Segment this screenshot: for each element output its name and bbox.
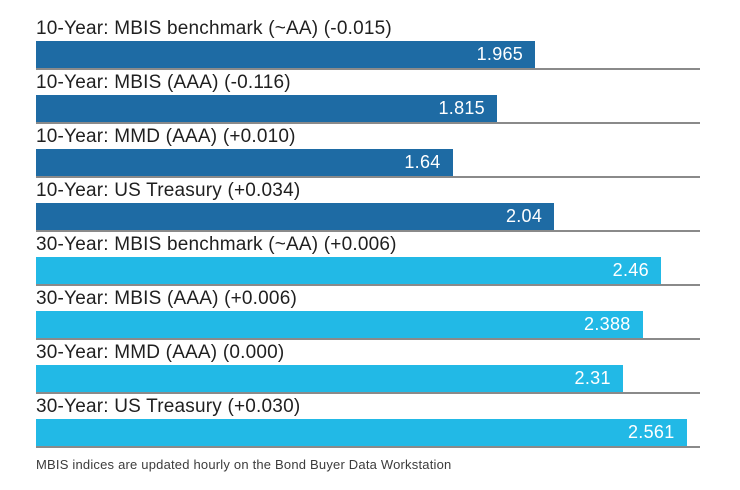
row-divider [36,392,700,394]
bar-label: 30-Year: MBIS benchmark (~AA) (+0.006) [36,234,397,255]
bar-value: 2.04 [505,206,543,226]
bar-label: 10-Year: MMD (AAA) (+0.010) [36,126,296,147]
chart-rows: 10-Year: MBIS benchmark (~AA) (-0.015) 1… [36,16,700,448]
bar-track: 2.46 [36,257,700,284]
chart-footnote: MBIS indices are updated hourly on the B… [36,457,452,472]
bar-label: 30-Year: US Treasury (+0.030) [36,396,301,417]
bar-track: 1.965 [36,41,700,68]
bar: 1.965 [36,41,536,68]
bar-track: 1.815 [36,95,700,122]
bar: 2.388 [36,311,643,338]
bar-row: 10-Year: MMD (AAA) (+0.010) 1.64 [36,124,700,178]
bar: 2.04 [36,203,555,230]
bar-row: 30-Year: MBIS benchmark (~AA) (+0.006) 2… [36,232,700,286]
bar-value: 2.388 [584,314,631,334]
bar-value: 1.815 [438,98,485,118]
bar: 2.561 [36,419,687,446]
row-divider [36,122,700,124]
bar-label: 10-Year: US Treasury (+0.034) [36,180,301,201]
bar-label: 10-Year: MBIS benchmark (~AA) (-0.015) [36,18,392,39]
bar: 2.46 [36,257,661,284]
bar-label: 30-Year: MBIS (AAA) (+0.006) [36,288,297,309]
row-divider [36,176,700,178]
bar-row: 30-Year: US Treasury (+0.030) 2.561 [36,394,700,448]
bar-label: 30-Year: MMD (AAA) (0.000) [36,342,285,363]
bar-value: 2.46 [612,260,649,280]
row-divider [36,284,700,286]
bar: 1.815 [36,95,497,122]
bar: 1.64 [36,149,453,176]
bar-row: 10-Year: MBIS benchmark (~AA) (-0.015) 1… [36,16,700,70]
bar-label: 10-Year: MBIS (AAA) (-0.116) [36,72,291,93]
bar-track: 2.561 [36,419,700,446]
bar-track: 2.388 [36,311,700,338]
bar-value: 1.965 [476,44,524,64]
bar-value: 1.64 [404,152,441,172]
bar-value: 2.561 [627,422,675,442]
bar-track: 2.04 [36,203,700,230]
bar-track: 2.31 [36,365,700,392]
row-divider [36,68,700,70]
bar-row: 30-Year: MBIS (AAA) (+0.006) 2.388 [36,286,700,340]
row-divider [36,338,700,340]
bar-row: 10-Year: US Treasury (+0.034) 2.04 [36,178,700,232]
row-divider [36,230,700,232]
bar-value: 2.31 [574,368,611,388]
bar-row: 10-Year: MBIS (AAA) (-0.116) 1.815 [36,70,700,124]
bar-track: 1.64 [36,149,700,176]
bond-yield-bar-chart: 10-Year: MBIS benchmark (~AA) (-0.015) 1… [36,16,700,448]
bar-row: 30-Year: MMD (AAA) (0.000) 2.31 [36,340,700,394]
bar: 2.31 [36,365,623,392]
row-divider [36,446,700,448]
